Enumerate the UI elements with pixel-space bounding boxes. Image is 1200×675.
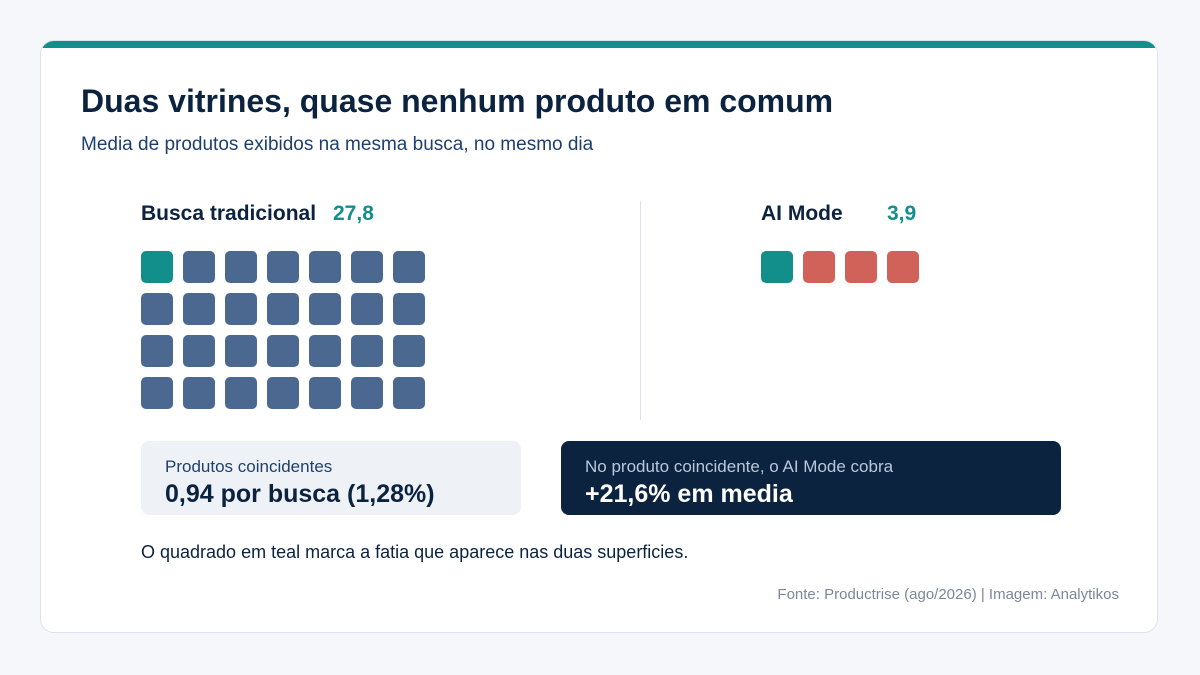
series-label-traditional: Busca tradicional [141,202,317,225]
waffle-square-traditional [393,293,425,325]
waffle-square-traditional [267,293,299,325]
footnote: O quadrado em teal marca a fatia que apa… [141,542,689,562]
waffle-square-traditional [393,251,425,283]
waffle-square-shared-ai-mode [761,251,793,283]
chart-subtitle: Media de produtos exibidos na mesma busc… [81,134,594,155]
waffle-square-traditional [267,335,299,367]
waffle-square-traditional [309,335,341,367]
waffle-square-traditional [309,377,341,409]
chart-title: Duas vitrines, quase nenhum produto em c… [81,83,834,119]
waffle-square-traditional [267,251,299,283]
panel-divider [640,201,641,420]
waffle-square-traditional [393,335,425,367]
waffle-square-traditional [351,377,383,409]
source-credit: Fonte: Productrise (ago/2026) | Imagem: … [777,586,1119,603]
waffle-square-traditional [183,377,215,409]
accent-bar [41,41,1157,48]
infographic-card: Duas vitrines, quase nenhum produto em c… [40,40,1158,633]
waffle-square-traditional [141,293,173,325]
series-label-ai-mode: AI Mode [761,202,843,225]
waffle-square-traditional [183,251,215,283]
waffle-square-traditional [225,251,257,283]
waffle-grid-traditional [141,251,431,411]
waffle-square-traditional [393,377,425,409]
waffle-square-shared-traditional [141,251,173,283]
waffle-square-traditional [351,293,383,325]
waffle-square-traditional [309,293,341,325]
waffle-square-ai-mode [803,251,835,283]
waffle-square-traditional [351,251,383,283]
price-stat-box: No produto coincidente, o AI Mode cobra … [561,441,1061,515]
overlap-stat-box: Produtos coincidentes 0,94 por busca (1,… [141,441,521,515]
series-value-traditional: 27,8 [333,202,374,225]
waffle-square-traditional [183,293,215,325]
price-stat-label: No produto coincidente, o AI Mode cobra [585,457,894,476]
waffle-square-traditional [141,335,173,367]
waffle-square-traditional [267,377,299,409]
price-stat-value: +21,6% em media [585,480,793,508]
waffle-square-ai-mode [887,251,919,283]
overlap-stat-label: Produtos coincidentes [165,457,333,476]
waffle-square-traditional [225,377,257,409]
waffle-square-traditional [309,251,341,283]
waffle-grid-ai-mode [761,251,931,291]
waffle-square-traditional [351,335,383,367]
waffle-square-traditional [225,293,257,325]
overlap-stat-value: 0,94 por busca (1,28%) [165,480,435,508]
waffle-square-traditional [141,377,173,409]
waffle-square-ai-mode [845,251,877,283]
waffle-square-traditional [225,335,257,367]
series-value-ai-mode: 3,9 [887,202,917,225]
waffle-square-traditional [183,335,215,367]
